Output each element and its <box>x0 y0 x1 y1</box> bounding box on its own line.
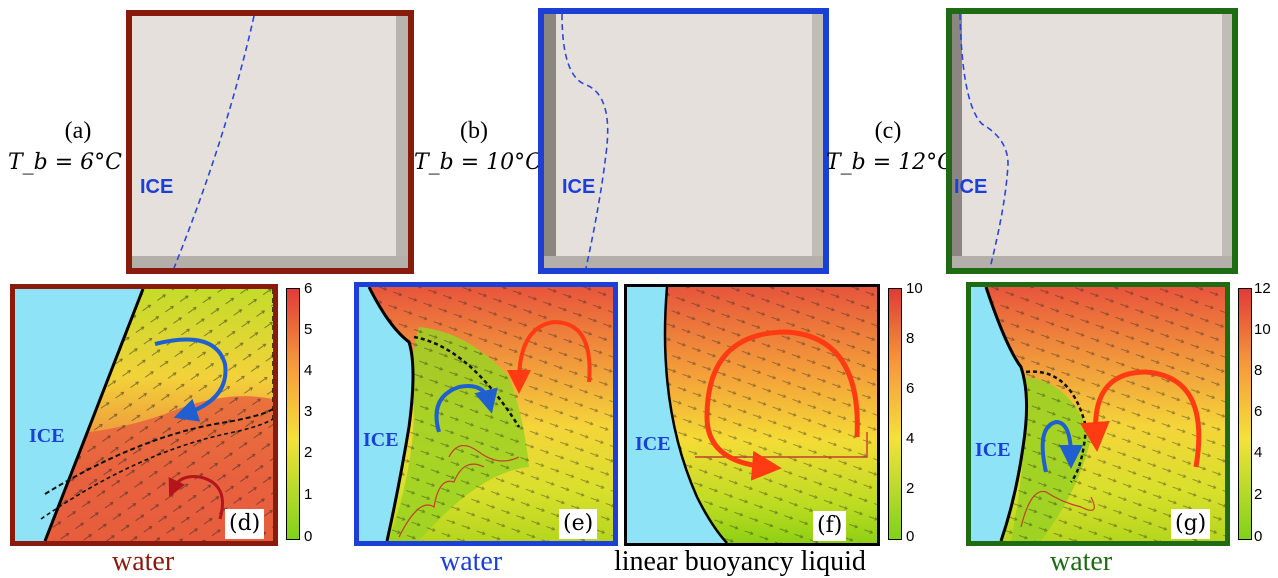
panel-label-e: (e) <box>559 509 598 539</box>
ice-label-c: ICE <box>954 176 988 198</box>
caption-f: linear buoyancy liquid <box>614 546 866 577</box>
tick-g-4: 4 <box>1254 444 1263 461</box>
label-b: (b) <box>460 118 488 144</box>
tick-d-2: 2 <box>304 444 313 461</box>
tick-g-6: 6 <box>1254 403 1263 420</box>
tick-g-0: 0 <box>1254 528 1263 545</box>
panel-label-g: (g) <box>1171 509 1211 539</box>
tick-f-4: 4 <box>906 430 915 447</box>
ice-label-g: ICE <box>975 439 1011 461</box>
panel-e: ICE (e) <box>354 282 618 546</box>
panel-label-d: (d) <box>225 509 265 539</box>
panel-f: ICE (f) <box>624 284 880 546</box>
panel-d: ICE (d) <box>10 284 278 546</box>
tick-d-4: 4 <box>304 362 313 379</box>
caption-g: water <box>1050 546 1113 577</box>
tick-f-6: 6 <box>906 380 915 397</box>
ice-label-f: ICE <box>635 433 671 455</box>
tb-label-a: T_b = 6°C <box>8 150 123 175</box>
tick-d-1: 1 <box>304 486 313 503</box>
caption-d: water <box>112 546 175 577</box>
colorbar-d <box>286 288 300 540</box>
label-c: (c) <box>874 118 902 144</box>
panel-g: ICE (g) <box>966 282 1230 546</box>
tick-f-0: 0 <box>906 528 915 545</box>
ice-label-e: ICE <box>363 429 399 451</box>
tb-label-b: T_b = 10°C <box>414 150 543 175</box>
tick-f-10: 10 <box>906 280 923 297</box>
photo-a: ICE <box>126 10 414 274</box>
tick-g-12: 12 <box>1254 280 1271 297</box>
tick-d-5: 5 <box>304 321 313 338</box>
tick-d-3: 3 <box>304 403 313 420</box>
colorbar-g <box>1238 288 1252 540</box>
panel-label-f: (f) <box>813 511 847 541</box>
ice-label-b: ICE <box>562 176 596 198</box>
photo-c: ICE <box>946 8 1238 274</box>
tick-d-6: 6 <box>304 280 313 297</box>
tick-g-10: 10 <box>1254 321 1271 338</box>
caption-e: water <box>440 546 503 577</box>
tick-g-2: 2 <box>1254 486 1263 503</box>
ice-label-a: ICE <box>140 176 174 198</box>
colorbar-f <box>888 288 902 540</box>
label-a: (a) <box>64 118 92 144</box>
ice-label-d: ICE <box>29 425 65 447</box>
tick-f-8: 8 <box>906 330 915 347</box>
tb-label-c: T_b = 12°C <box>826 150 955 175</box>
photo-b: ICE <box>538 8 829 274</box>
tick-d-0: 0 <box>304 528 313 545</box>
tick-g-8: 8 <box>1254 362 1263 379</box>
tick-f-2: 2 <box>906 480 915 497</box>
